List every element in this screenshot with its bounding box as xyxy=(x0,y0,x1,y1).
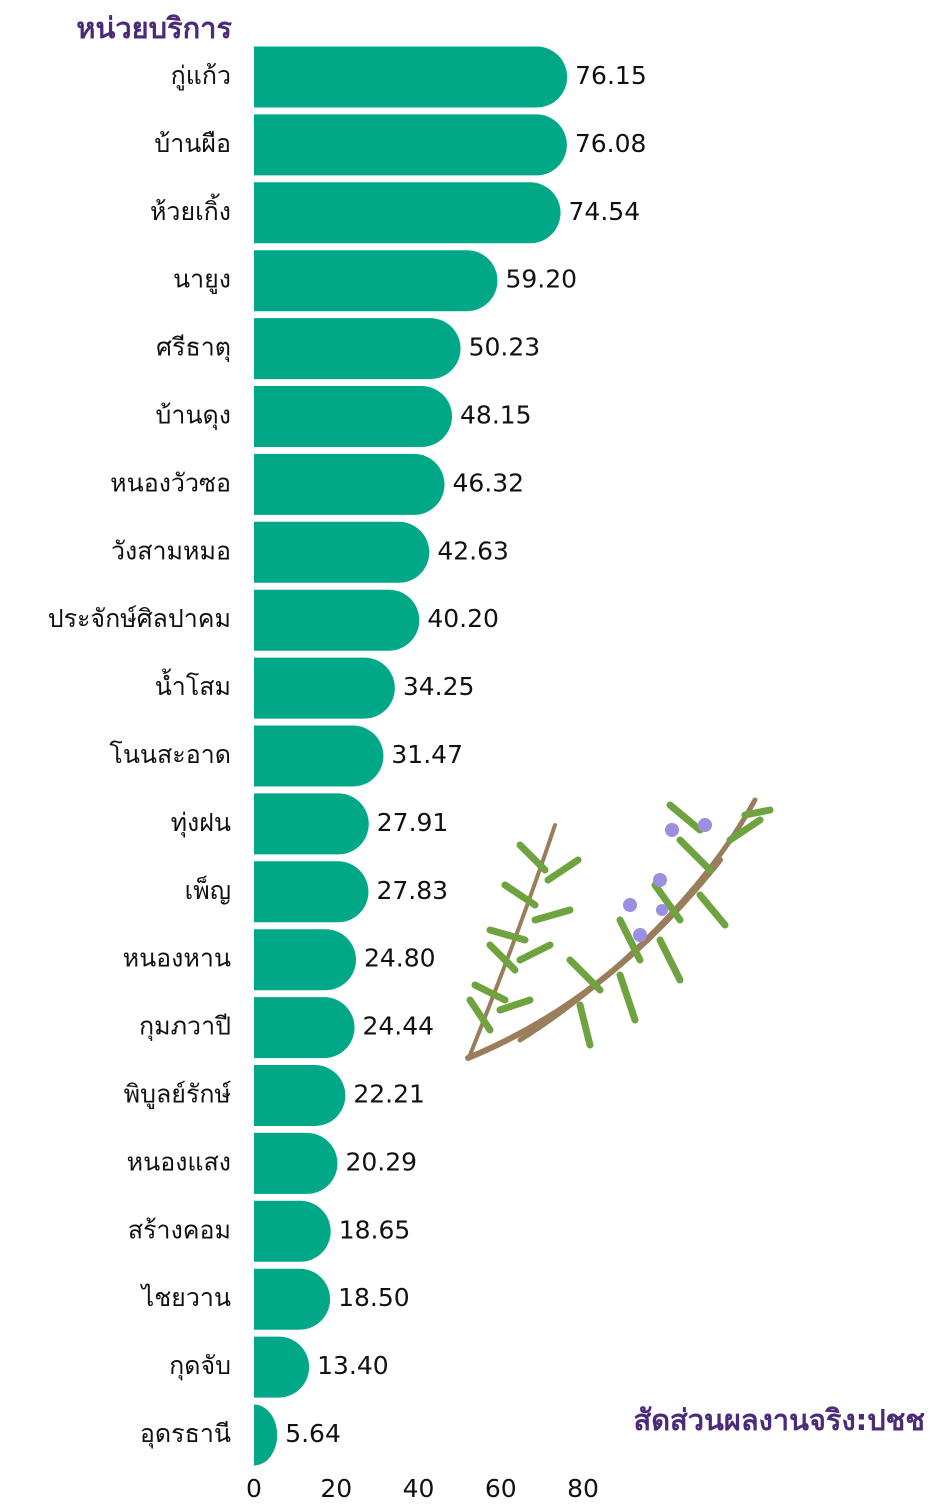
bar xyxy=(254,590,419,651)
bar xyxy=(254,318,461,379)
bar xyxy=(254,1065,345,1126)
value-label: 76.15 xyxy=(575,61,647,90)
y-tick-label: ไชยวาน xyxy=(140,1283,231,1312)
x-tick-label: 80 xyxy=(567,1474,599,1503)
y-tick-label: บ้านดุง xyxy=(156,401,231,431)
y-tick-label: อุดรธานี xyxy=(140,1419,231,1449)
y-tick-label: วังสามหมอ xyxy=(111,536,231,565)
value-label: 5.64 xyxy=(285,1419,341,1448)
bar xyxy=(254,47,567,108)
y-tick-label: หนองหาน xyxy=(123,944,231,973)
bar xyxy=(254,386,452,447)
bar xyxy=(254,793,369,854)
y-tick-label: กุมภวาปี xyxy=(139,1012,231,1042)
bar xyxy=(254,1133,337,1194)
bar xyxy=(254,182,561,243)
value-label: 18.65 xyxy=(339,1215,411,1244)
value-label: 31.47 xyxy=(391,740,463,769)
value-label: 18.50 xyxy=(338,1283,410,1312)
value-label: 74.54 xyxy=(569,197,641,226)
value-label: 13.40 xyxy=(317,1351,389,1380)
bar xyxy=(254,658,395,719)
value-label: 34.25 xyxy=(403,672,475,701)
y-tick-label: เพ็ญ xyxy=(185,875,231,905)
bar xyxy=(254,114,567,175)
y-tick-label: ศรีธาตุ xyxy=(156,333,231,363)
value-label: 22.21 xyxy=(353,1080,425,1109)
bar xyxy=(254,454,444,515)
y-tick-label: กุดจับ xyxy=(169,1351,231,1381)
value-label: 50.23 xyxy=(469,333,541,362)
y-tick-label: หนองวัวซอ xyxy=(110,468,231,497)
bar xyxy=(254,1405,277,1466)
bar xyxy=(254,726,383,787)
bar xyxy=(254,1201,331,1262)
y-tick-label: น้ำโสม xyxy=(155,668,231,701)
value-label: 27.91 xyxy=(377,808,449,837)
value-label: 42.63 xyxy=(437,536,509,565)
value-label: 27.83 xyxy=(376,876,448,905)
y-tick-label: ประจักษ์ศิลปาคม xyxy=(48,604,231,633)
y-tick-label: พิบูลย์รักษ์ xyxy=(124,1080,232,1110)
y-tick-label: บ้านผือ xyxy=(154,129,231,158)
x-tick-label: 20 xyxy=(320,1474,352,1503)
bar xyxy=(254,522,429,583)
bar xyxy=(254,1337,309,1398)
y-tick-label: สร้างคอม xyxy=(128,1215,231,1244)
value-label: 24.80 xyxy=(364,944,436,973)
value-label: 46.32 xyxy=(452,468,524,497)
x-tick-label: 0 xyxy=(246,1474,262,1503)
x-axis-title: สัดส่วนผลงานจริง:ปชช xyxy=(634,1403,925,1437)
y-tick-label: กู่แก้ว xyxy=(171,61,231,91)
x-tick-label: 60 xyxy=(485,1474,517,1503)
bar xyxy=(254,1269,330,1330)
rosemary-illustration xyxy=(468,800,770,1058)
value-label: 59.20 xyxy=(505,265,577,294)
bar xyxy=(254,861,368,922)
y-axis-title: หน่วยบริการ xyxy=(76,11,232,45)
bar xyxy=(254,997,355,1058)
y-tick-label: ห้วยเกิ้ง xyxy=(150,193,231,226)
value-label: 48.15 xyxy=(460,401,532,430)
y-tick-label: หนองแสง xyxy=(127,1147,231,1176)
value-label: 24.44 xyxy=(363,1012,435,1041)
y-tick-label: ทุ่งฝน xyxy=(171,808,231,838)
x-tick-label: 40 xyxy=(403,1474,435,1503)
y-tick-label: นายูง xyxy=(173,265,231,295)
value-label: 76.08 xyxy=(575,129,647,158)
bar xyxy=(254,250,497,311)
value-label: 20.29 xyxy=(345,1147,417,1176)
bar xyxy=(254,929,356,990)
chart: หน่วยบริการ สัดส่วนผลงานจริง:ปชช 0 20 40 60… xyxy=(0,0,930,1504)
value-label: 40.20 xyxy=(427,604,499,633)
y-tick-label: โนนสะอาด xyxy=(109,740,231,769)
